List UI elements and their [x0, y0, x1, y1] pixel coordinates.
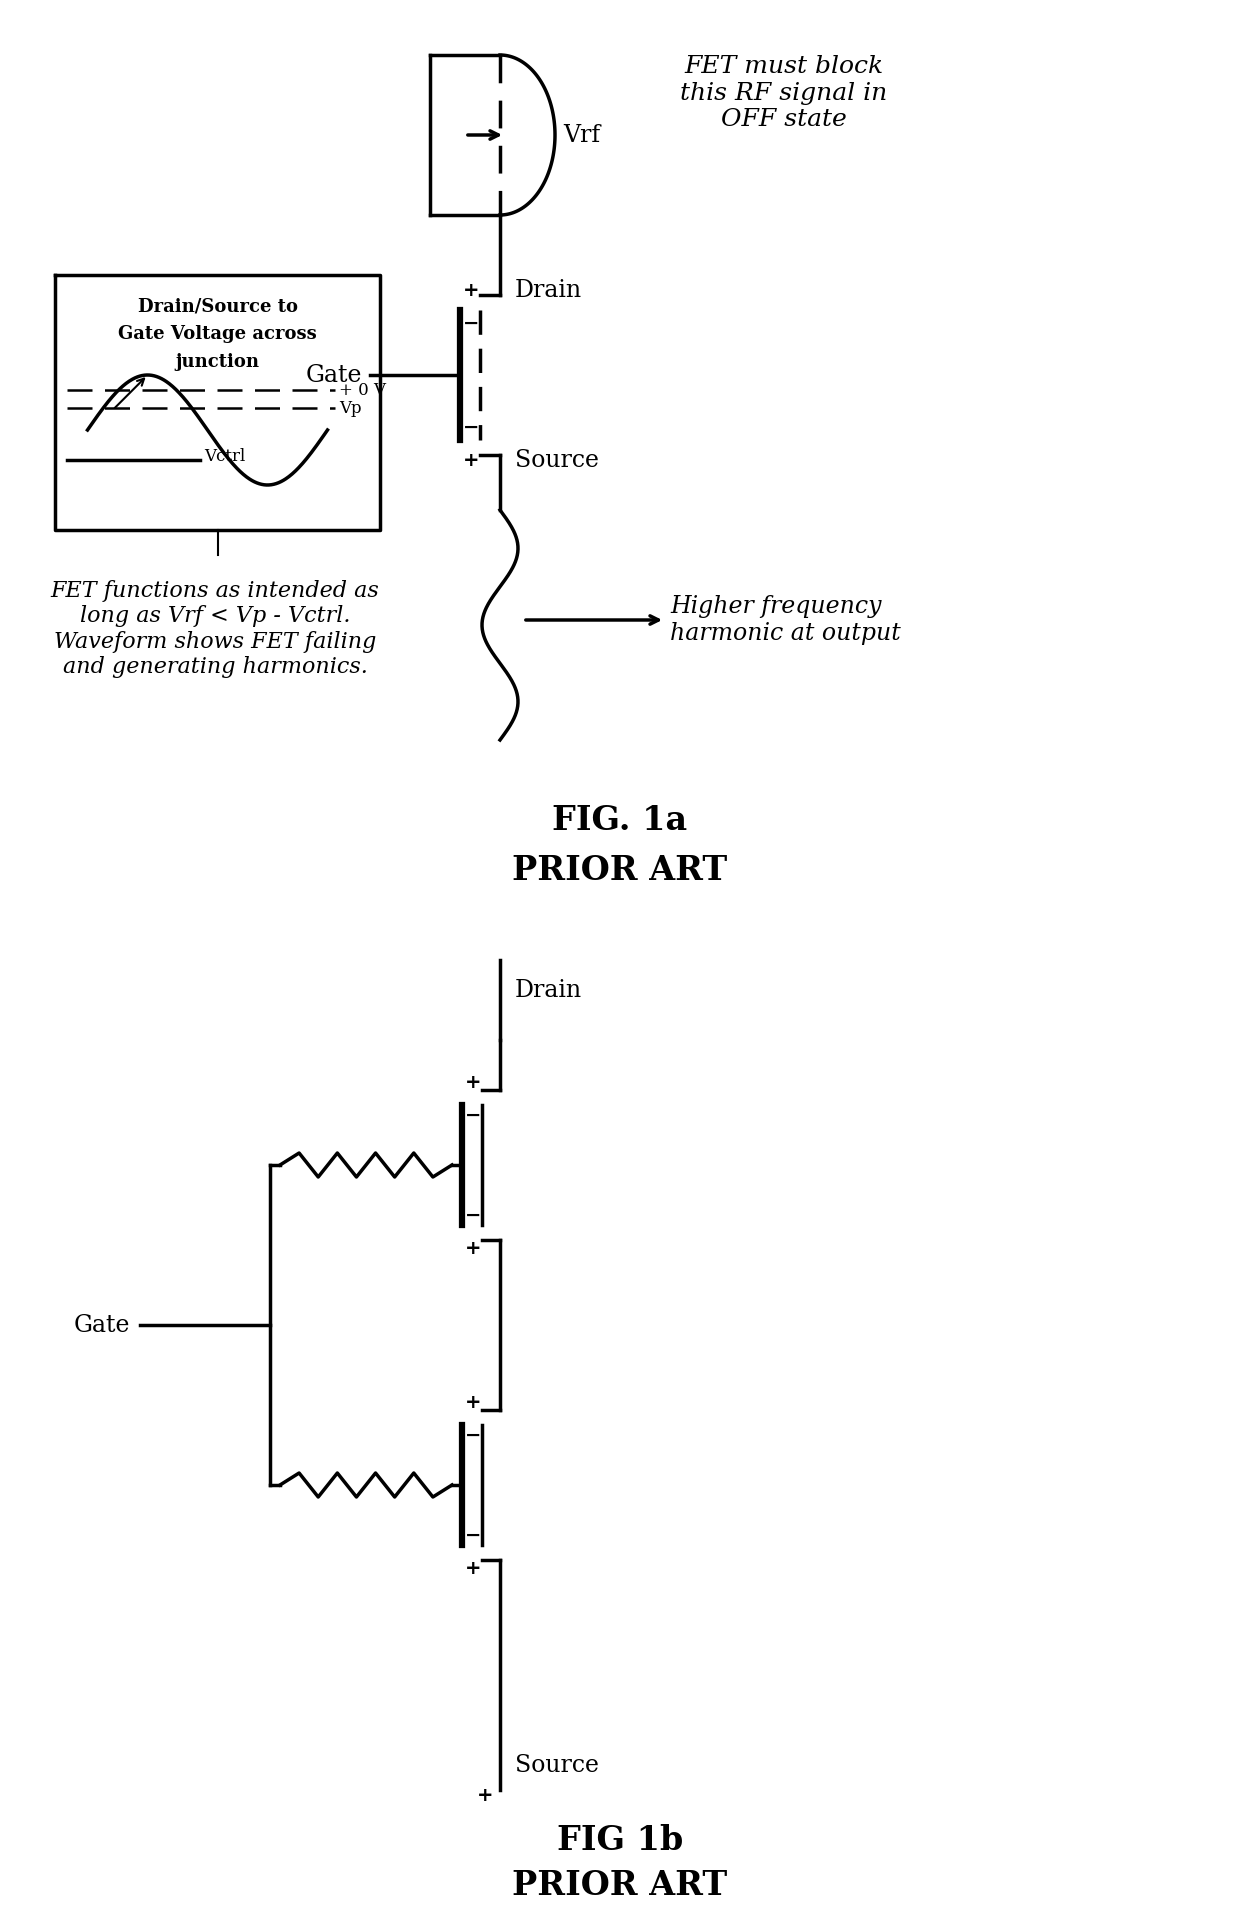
Text: PRIOR ART: PRIOR ART [512, 1869, 728, 1902]
Text: Vrf: Vrf [563, 123, 600, 146]
Text: Higher frequency
harmonic at output: Higher frequency harmonic at output [670, 595, 900, 645]
Text: −: − [463, 313, 479, 332]
Text: −: − [465, 1426, 481, 1445]
Text: Gate Voltage across: Gate Voltage across [118, 324, 317, 344]
Text: Source: Source [515, 1754, 599, 1777]
Text: Gate: Gate [305, 363, 362, 386]
Text: −: − [465, 1205, 481, 1224]
Text: +: + [476, 1785, 494, 1804]
Text: Vctrl: Vctrl [205, 447, 246, 464]
Text: +: + [465, 1558, 481, 1577]
Text: FIG. 1a: FIG. 1a [553, 804, 687, 837]
Text: Gate: Gate [73, 1313, 130, 1336]
Text: PRIOR ART: PRIOR ART [512, 854, 728, 887]
Text: +: + [463, 280, 479, 299]
Text: + 0 V: + 0 V [339, 382, 386, 399]
Text: Drain: Drain [515, 278, 582, 301]
Text: FET must block
this RF signal in
OFF state: FET must block this RF signal in OFF sta… [680, 56, 888, 130]
Text: Drain/Source to: Drain/Source to [138, 297, 298, 315]
Text: −: − [463, 418, 479, 436]
Text: +: + [465, 1073, 481, 1092]
Text: −: − [465, 1105, 481, 1125]
Text: +: + [463, 451, 479, 470]
Text: −: − [465, 1526, 481, 1545]
Text: +: + [465, 1393, 481, 1412]
Text: Vp: Vp [339, 399, 362, 416]
Text: Source: Source [515, 449, 599, 472]
Text: junction: junction [176, 353, 259, 370]
Text: FIG 1b: FIG 1b [557, 1823, 683, 1856]
Text: Drain: Drain [515, 979, 582, 1002]
Text: +: + [465, 1238, 481, 1257]
Text: FET functions as intended as
long as Vrf < Vp - Vctrl.
Waveform shows FET failin: FET functions as intended as long as Vrf… [51, 580, 379, 677]
